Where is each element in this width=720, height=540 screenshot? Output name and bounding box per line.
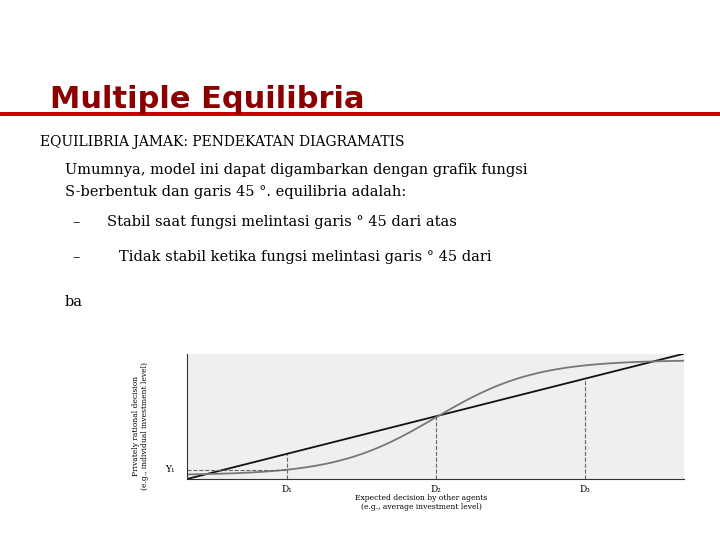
Text: Umumnya, model ini dapat digambarkan dengan grafik fungsi: Umumnya, model ini dapat digambarkan den… [65, 163, 528, 177]
Text: ba: ba [65, 295, 83, 309]
Text: S-berbentuk dan garis 45 °. equilibria adalah:: S-berbentuk dan garis 45 °. equilibria a… [65, 185, 406, 199]
Text: FIGURE 4.1        Multiple Equilibria: FIGURE 4.1 Multiple Equilibria [140, 325, 315, 334]
Text: D₃: D₃ [579, 484, 590, 494]
Text: Privately rational decision
(e.g., individual investment level): Privately rational decision (e.g., indiv… [132, 362, 149, 490]
Text: Tidak stabil ketika fungsi melintasi garis ° 45 dari: Tidak stabil ketika fungsi melintasi gar… [119, 250, 492, 264]
Text: Multiple Equilibria: Multiple Equilibria [50, 85, 364, 114]
Text: –: – [72, 215, 79, 229]
Text: Stabil saat fungsi melintasi garis ° 45 dari atas: Stabil saat fungsi melintasi garis ° 45 … [107, 215, 456, 229]
Text: EQUILIBRIA JAMAK: PENDEKATAN DIAGRAMATIS: EQUILIBRIA JAMAK: PENDEKATAN DIAGRAMATIS [40, 135, 404, 149]
Text: D₁: D₁ [282, 484, 292, 494]
Text: Y₁: Y₁ [166, 465, 175, 474]
Text: Expected decision by other agents
(e.g., average investment level): Expected decision by other agents (e.g.,… [355, 494, 487, 511]
Text: D₂: D₂ [430, 484, 441, 494]
Text: –: – [72, 250, 79, 264]
